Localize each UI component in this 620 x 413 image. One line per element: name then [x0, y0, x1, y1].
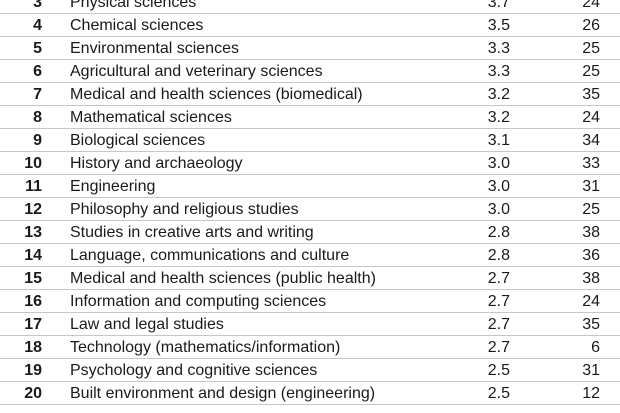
score-cell: 3.2: [487, 109, 510, 126]
field-cell: Agricultural and veterinary sciences: [70, 63, 323, 80]
field-cell: Information and computing sciences: [70, 293, 327, 310]
count-cell: 24: [582, 109, 600, 126]
count-cell: 25: [582, 63, 600, 80]
score-cell: 2.5: [487, 385, 510, 402]
rank-cell: 14: [24, 247, 42, 264]
table-row: 10 History and archaeology 3.0 33: [0, 152, 620, 175]
count-cell: 25: [582, 40, 600, 57]
score-cell: 3.7: [487, 0, 510, 11]
table-row: 16 Information and computing sciences 2.…: [0, 290, 620, 313]
table-row: 17 Law and legal studies 2.7 35: [0, 313, 620, 336]
count-cell: 25: [582, 201, 600, 218]
count-cell: 36: [582, 247, 600, 264]
score-cell: 3.2: [487, 86, 510, 103]
rank-cell: 18: [24, 339, 42, 356]
rank-cell: 11: [25, 178, 42, 195]
rank-cell: 15: [24, 270, 42, 287]
table-row: 15 Medical and health sciences (public h…: [0, 267, 620, 290]
score-cell: 3.5: [487, 17, 510, 34]
table-row: 20 Built environment and design (enginee…: [0, 382, 620, 405]
field-cell: Studies in creative arts and writing: [70, 224, 314, 241]
score-cell: 3.0: [487, 201, 510, 218]
table-row: 7 Medical and health sciences (biomedica…: [0, 83, 620, 106]
rank-cell: 17: [24, 316, 42, 333]
rank-cell: 9: [33, 132, 42, 149]
score-cell: 2.8: [487, 224, 510, 241]
score-cell: 2.7: [487, 339, 510, 356]
field-cell: Philosophy and religious studies: [70, 201, 299, 218]
field-cell: Medical and health sciences (biomedical): [70, 86, 363, 103]
count-cell: 35: [582, 86, 600, 103]
table-row: 9 Biological sciences 3.1 34: [0, 129, 620, 152]
table-row: 3 Physical sciences 3.7 24: [0, 0, 620, 14]
count-cell: 24: [582, 0, 600, 11]
count-cell: 38: [582, 270, 600, 287]
table-row: 11 Engineering 3.0 31: [0, 175, 620, 198]
count-cell: 12: [582, 385, 600, 402]
score-cell: 2.7: [487, 270, 510, 287]
table-row: 12 Philosophy and religious studies 3.0 …: [0, 198, 620, 221]
field-cell: Language, communications and culture: [70, 247, 350, 264]
table-row: 5 Environmental sciences 3.3 25: [0, 37, 620, 60]
table-row: 14 Language, communications and culture …: [0, 244, 620, 267]
rank-cell: 3: [33, 0, 42, 11]
table-row: 8 Mathematical sciences 3.2 24: [0, 106, 620, 129]
score-cell: 2.8: [487, 247, 510, 264]
count-cell: 26: [582, 17, 600, 34]
field-cell: Technology (mathematics/information): [70, 339, 341, 356]
field-cell: Biological sciences: [70, 132, 206, 149]
field-cell: Environmental sciences: [70, 40, 239, 57]
rank-cell: 7: [33, 86, 42, 103]
table-row: 19 Psychology and cognitive sciences 2.5…: [0, 359, 620, 382]
score-cell: 2.5: [487, 362, 510, 379]
rank-cell: 8: [33, 109, 42, 126]
table-row: 4 Chemical sciences 3.5 26: [0, 14, 620, 37]
field-cell: Medical and health sciences (public heal…: [70, 270, 376, 287]
score-cell: 3.3: [487, 63, 510, 80]
rank-cell: 6: [33, 63, 42, 80]
field-cell: Law and legal studies: [70, 316, 224, 333]
score-cell: 2.7: [487, 293, 510, 310]
rank-cell: 13: [24, 224, 42, 241]
rank-cell: 20: [24, 385, 42, 402]
score-cell: 3.0: [487, 155, 510, 172]
rank-cell: 5: [33, 40, 42, 57]
field-cell: Engineering: [70, 178, 156, 195]
score-cell: 2.7: [487, 316, 510, 333]
field-cell: Built environment and design (engineerin…: [70, 385, 376, 402]
count-cell: 31: [582, 178, 600, 195]
score-cell: 3.1: [487, 132, 510, 149]
count-cell: 31: [582, 362, 600, 379]
field-cell: History and archaeology: [70, 155, 243, 172]
count-cell: 35: [582, 316, 600, 333]
count-cell: 34: [582, 132, 600, 149]
table-row: 6 Agricultural and veterinary sciences 3…: [0, 60, 620, 83]
rank-cell: 10: [24, 155, 42, 172]
score-cell: 3.0: [487, 178, 510, 195]
rank-cell: 16: [24, 293, 42, 310]
score-cell: 3.3: [487, 40, 510, 57]
table-row: 18 Technology (mathematics/information) …: [0, 336, 620, 359]
count-cell: 24: [582, 293, 600, 310]
rank-cell: 12: [24, 201, 42, 218]
count-cell: 6: [591, 339, 600, 356]
rank-cell: 4: [33, 17, 42, 34]
count-cell: 38: [582, 224, 600, 241]
count-cell: 33: [582, 155, 600, 172]
rank-cell: 19: [24, 362, 42, 379]
field-cell: Physical sciences: [70, 0, 197, 11]
field-cell: Mathematical sciences: [70, 109, 232, 126]
field-cell: Chemical sciences: [70, 17, 204, 34]
field-cell: Psychology and cognitive sciences: [70, 362, 318, 379]
table-row: 13 Studies in creative arts and writing …: [0, 221, 620, 244]
